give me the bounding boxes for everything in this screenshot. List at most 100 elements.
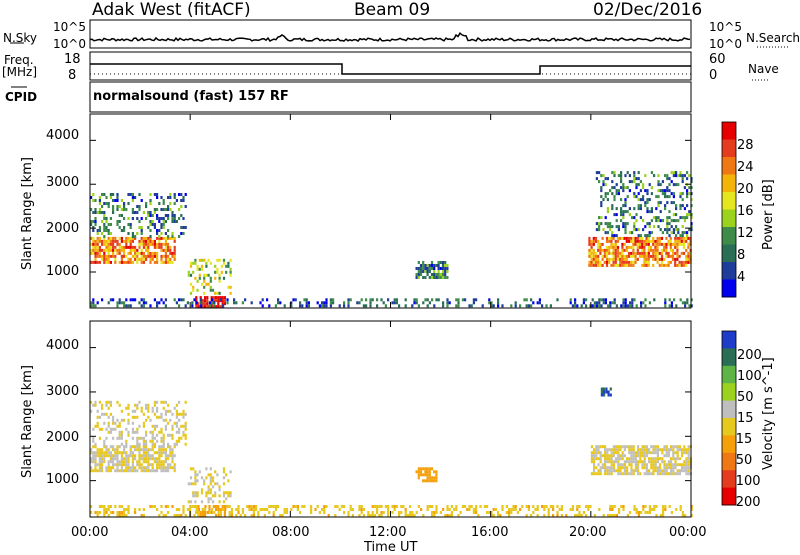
echo-cell-p1-r7 [675, 304, 678, 308]
echo-cell-p1-r7 [488, 301, 491, 305]
echo-cell-p1-r6 [602, 180, 605, 184]
echo-cell-p2-r6 [659, 472, 662, 476]
echo-cell-p1-r6 [668, 234, 671, 238]
echo-cell-p1-r5 [636, 239, 639, 243]
echo-cell-p1-r0 [171, 251, 174, 255]
echo-cell-p2-r7 [648, 508, 651, 511]
echo-cell-p1-r5 [647, 263, 650, 267]
echo-cell-p1-r6 [644, 201, 647, 205]
echo-cell-p1-r1 [178, 208, 181, 211]
echo-cell-p1-r6 [666, 231, 669, 235]
colorbar-2-segment [722, 418, 736, 436]
echo-cell-p1-r5 [605, 254, 609, 258]
echo-cell-p2-r7 [277, 505, 280, 508]
echo-cell-p2-r0 [103, 457, 106, 461]
echo-cell-p1-r7 [633, 298, 636, 302]
echo-cell-p2-r6 [641, 445, 644, 449]
echo-cell-p2-r0 [114, 451, 117, 455]
echo-cell-p1-r0 [134, 257, 137, 261]
echo-cell-p2-r7 [252, 505, 255, 508]
echo-cell-p1-r6 [664, 207, 667, 211]
echo-cell-p1-r7 [644, 298, 647, 302]
echo-cell-p1-r2 [216, 258, 219, 262]
echo-cell-p2-r2 [225, 491, 228, 495]
echo-cell-p2-r6 [628, 460, 631, 464]
echo-cell-p1-r1 [118, 214, 121, 217]
echo-cell-p1-r6 [613, 174, 616, 178]
echo-cell-p1-r5 [619, 236, 622, 240]
echo-cell-p2-r1 [101, 412, 104, 416]
echo-cell-p2-r7 [142, 514, 145, 517]
echo-cell-p1-r5 [601, 242, 604, 246]
echo-cell-p2-r5 [600, 387, 603, 391]
echo-cell-p2-r4 [430, 467, 434, 471]
echo-cell-p2-r0 [127, 457, 130, 461]
echo-cell-p1-r5 [685, 257, 688, 261]
echo-cell-p1-r2 [203, 279, 206, 283]
echo-cell-p2-r6 [645, 466, 648, 470]
echo-cell-p1-r5 [594, 254, 598, 258]
echo-cell-p1-r5 [594, 251, 598, 255]
echo-cell-p2-r7 [558, 508, 561, 511]
echo-cell-p1-r7 [523, 298, 526, 302]
echo-cell-p2-r0 [138, 451, 141, 455]
echo-cell-p2-r1 [116, 400, 119, 404]
echo-cell-p1-r6 [617, 189, 620, 193]
echo-cell-p1-r5 [641, 242, 644, 246]
station-title: Adak West (fitACF) [92, 0, 251, 20]
echo-cell-p1-r7 [549, 304, 552, 308]
echo-cell-p2-r3 [215, 505, 218, 508]
echo-cell-p2-r7 [426, 505, 429, 508]
echo-cell-p2-r0 [96, 448, 99, 452]
echo-cell-p2-r6 [643, 466, 646, 470]
echo-cell-p1-r0 [147, 239, 150, 243]
echo-cell-p2-r0 [138, 463, 141, 467]
echo-cell-p1-r5 [649, 239, 653, 243]
echo-cell-p1-r1 [118, 205, 121, 208]
echo-cell-p1-r6 [633, 174, 636, 178]
echo-cell-p2-r1 [182, 409, 185, 413]
echo-cell-p1-r0 [107, 242, 110, 246]
echo-cell-p1-r6 [622, 225, 625, 229]
echo-cell-p2-r0 [107, 451, 110, 455]
echo-cell-p1-r1 [164, 214, 167, 217]
echo-cell-p2-r7 [646, 511, 649, 514]
echo-cell-p1-r5 [678, 236, 681, 240]
echo-cell-p2-r6 [610, 451, 613, 455]
echo-cell-p2-r7 [338, 508, 341, 511]
echo-cell-p2-r0 [101, 469, 104, 473]
echo-cell-p2-r1 [134, 430, 137, 434]
echo-cell-p1-r1 [167, 205, 170, 208]
echo-cell-p1-r2 [187, 270, 190, 274]
echo-cell-p2-r3 [201, 514, 204, 517]
echo-cell-p1-r0 [101, 257, 104, 261]
echo-cell-p1-r6 [606, 192, 609, 196]
echo-cell-p2-r6 [661, 469, 664, 473]
echo-cell-p1-r1 [149, 223, 152, 226]
echo-cell-p1-r7 [514, 301, 517, 305]
echo-cell-p2-r0 [118, 460, 121, 464]
echo-cell-p1-r2 [196, 267, 199, 271]
echo-cell-p2-r6 [672, 457, 675, 461]
echo-cell-p1-r0 [147, 245, 150, 249]
echo-cell-p1-r7 [629, 304, 632, 308]
echo-cell-p2-r6 [593, 451, 596, 455]
echo-cell-p2-r6 [612, 466, 615, 470]
echo-cell-p2-r6 [599, 457, 602, 461]
echo-cell-p1-r6 [670, 231, 673, 235]
echo-cell-p2-r0 [125, 460, 128, 464]
echo-cell-p1-r7 [424, 298, 427, 302]
echo-cell-p2-r1 [140, 406, 143, 410]
echo-cell-p2-r7 [404, 514, 407, 517]
colorbar-1-segment [722, 209, 736, 228]
echo-cell-p2-r0 [90, 457, 93, 461]
echo-cell-p2-r6 [676, 451, 679, 455]
echo-cell-p2-r6 [659, 469, 662, 473]
echo-cell-p2-r1 [173, 442, 176, 446]
echo-cell-p1-r0 [158, 236, 161, 240]
echo-cell-p1-r1 [103, 214, 106, 217]
echo-cell-p2-r0 [138, 454, 141, 458]
echo-cell-p2-r7 [571, 505, 574, 508]
echo-cell-p1-r5 [649, 254, 653, 258]
echo-cell-p1-r5 [632, 260, 635, 264]
